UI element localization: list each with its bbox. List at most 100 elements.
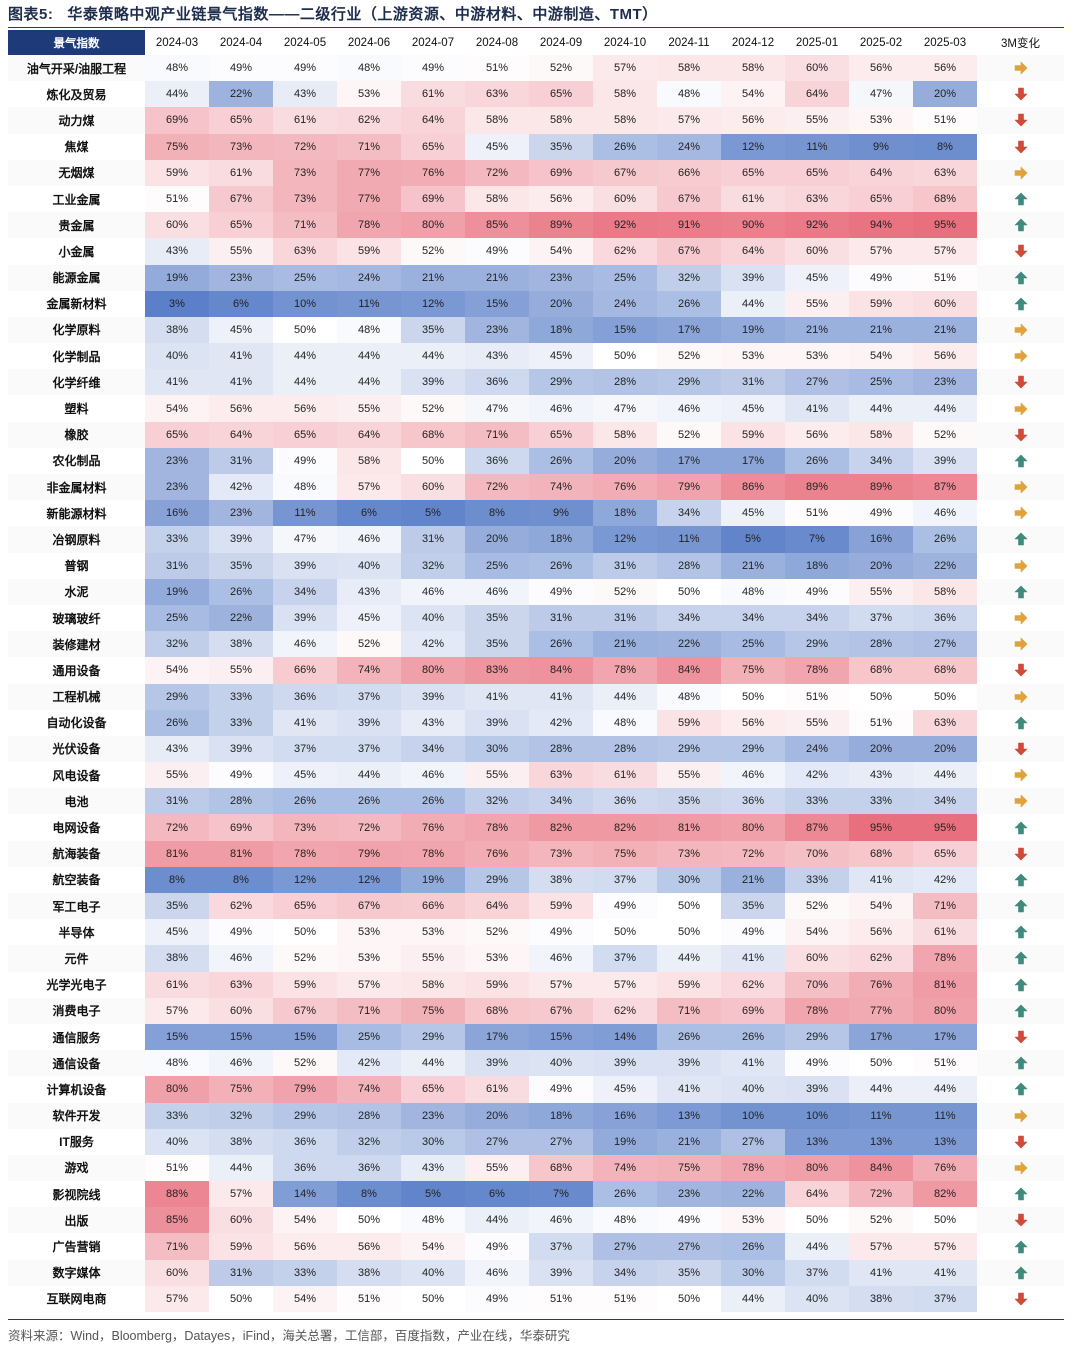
heat-cell: 48% bbox=[337, 316, 401, 344]
trend-cell bbox=[977, 212, 1064, 239]
heat-cell: 44% bbox=[913, 395, 977, 422]
heat-cell: 38% bbox=[209, 631, 273, 658]
arrow-down-icon bbox=[1014, 742, 1027, 756]
heat-cell: 66% bbox=[273, 657, 337, 684]
table-row: 通信设备 48% 46% 52% 42% 44% 39% 40% 39% 39% 41% 49% 50%… bbox=[8, 1050, 1064, 1077]
heat-cell: 68% bbox=[849, 657, 913, 684]
heat-cell: 49% bbox=[529, 578, 593, 605]
heat-cell: 49% bbox=[273, 447, 337, 474]
heat-cell: 72% bbox=[849, 1181, 913, 1208]
table-row: 炼化及贸易 44% 22% 43% 53% 61% 63% 65% 58% 48% 54% 64% 47… bbox=[8, 81, 1064, 108]
arrow-up-icon bbox=[1014, 1240, 1027, 1253]
heat-cell: 32% bbox=[401, 552, 465, 579]
heat-cell: 50% bbox=[401, 1285, 465, 1312]
heat-cell: 24% bbox=[337, 264, 401, 291]
heat-cell: 76% bbox=[465, 840, 529, 867]
heat-cell: 59% bbox=[465, 971, 529, 998]
table-row: IT服务 40% 38% 36% 32% 30% 27% 27% 19% 21% 27% 13% 13%… bbox=[8, 1128, 1064, 1155]
heat-cell: 39% bbox=[337, 709, 401, 736]
heat-cell: 54% bbox=[401, 1233, 465, 1260]
table-row: 出版 85% 60% 54% 50% 48% 44% 46% 48% 49% 53% 50% 52% 50… bbox=[8, 1207, 1064, 1234]
heat-cell: 50% bbox=[401, 447, 465, 474]
trend-cell bbox=[977, 159, 1064, 186]
arrow-right-icon bbox=[1014, 1109, 1027, 1122]
arrow-down-icon bbox=[1014, 87, 1027, 101]
heat-cell: 7% bbox=[785, 526, 849, 553]
arrow-up-icon bbox=[1014, 873, 1027, 887]
heat-cell: 9% bbox=[849, 133, 913, 160]
heat-cell: 46% bbox=[657, 395, 721, 422]
heat-cell: 21% bbox=[593, 631, 657, 658]
heat-cell: 57% bbox=[209, 1181, 273, 1208]
row-label: 出版 bbox=[8, 1207, 145, 1234]
heat-cell: 82% bbox=[913, 1181, 977, 1208]
heat-cell: 76% bbox=[849, 971, 913, 998]
heat-cell: 55% bbox=[209, 657, 273, 684]
heat-cell: 62% bbox=[593, 997, 657, 1024]
heat-cell: 46% bbox=[273, 631, 337, 658]
heat-cell: 27% bbox=[465, 1128, 529, 1155]
heat-cell: 61% bbox=[721, 185, 785, 213]
header-row: 景气指数 2024-03 2024-04 2024-05 2024-06 2024-07… bbox=[8, 30, 1064, 55]
heat-cell: 49% bbox=[209, 919, 273, 946]
heat-cell: 23% bbox=[913, 369, 977, 396]
heat-cell: 70% bbox=[785, 971, 849, 998]
heat-cell: 33% bbox=[785, 788, 849, 815]
heat-cell: 60% bbox=[145, 212, 209, 239]
heat-cell: 44% bbox=[401, 1050, 465, 1077]
heat-cell: 6% bbox=[209, 290, 273, 317]
heat-cell: 26% bbox=[913, 526, 977, 553]
heat-cell: 57% bbox=[145, 997, 209, 1024]
heat-cell: 59% bbox=[337, 238, 401, 265]
heat-cell: 53% bbox=[721, 1207, 785, 1234]
heat-cell: 56% bbox=[913, 55, 977, 82]
heat-cell: 46% bbox=[465, 1259, 529, 1286]
trend-cell bbox=[977, 1181, 1064, 1208]
heat-cell: 75% bbox=[593, 840, 657, 867]
heat-cell: 78% bbox=[273, 840, 337, 867]
heat-cell: 44% bbox=[337, 343, 401, 370]
month-header: 2024-05 bbox=[273, 30, 337, 55]
heat-cell: 33% bbox=[273, 1259, 337, 1286]
heat-cell: 78% bbox=[401, 840, 465, 867]
arrow-right-icon bbox=[1014, 637, 1027, 651]
heat-cell: 68% bbox=[849, 840, 913, 867]
heat-cell: 6% bbox=[337, 500, 401, 527]
arrow-down-icon bbox=[1014, 1135, 1027, 1149]
row-label: 电网设备 bbox=[8, 814, 145, 841]
heat-cell: 27% bbox=[529, 1128, 593, 1155]
heat-cell: 40% bbox=[401, 1259, 465, 1286]
heat-cell: 57% bbox=[849, 238, 913, 265]
month-header: 2024-04 bbox=[209, 30, 273, 55]
row-label: 农化制品 bbox=[8, 447, 145, 474]
heat-cell: 44% bbox=[337, 369, 401, 396]
table-row: 化学制品 40% 41% 44% 44% 44% 43% 45% 50% 52% 53% 53% 54%… bbox=[8, 343, 1064, 370]
heat-cell: 46% bbox=[401, 578, 465, 605]
heat-cell: 8% bbox=[145, 866, 209, 893]
trend-cell bbox=[977, 709, 1064, 736]
arrow-down-icon bbox=[1014, 664, 1027, 677]
heat-cell: 48% bbox=[657, 683, 721, 710]
heat-cell: 35% bbox=[529, 133, 593, 160]
row-label: 贵金属 bbox=[8, 212, 145, 239]
heat-cell: 9% bbox=[529, 500, 593, 527]
heat-cell: 27% bbox=[913, 631, 977, 658]
heat-cell: 29% bbox=[721, 735, 785, 763]
heat-cell: 43% bbox=[145, 238, 209, 265]
trend-cell bbox=[977, 238, 1064, 265]
table-row: 游戏 51% 44% 36% 36% 43% 55% 68% 74% 75% 78% 80% 84% 76… bbox=[8, 1154, 1064, 1182]
heat-cell: 71% bbox=[465, 421, 529, 448]
heat-cell: 44% bbox=[721, 290, 785, 317]
heat-cell: 62% bbox=[593, 238, 657, 265]
table-row: 能源金属 19% 23% 25% 24% 21% 21% 23% 25% 32% 39% 45% 49%… bbox=[8, 264, 1064, 291]
heat-cell: 80% bbox=[721, 814, 785, 841]
trend-cell bbox=[977, 474, 1064, 501]
row-label: 冶钢原料 bbox=[8, 526, 145, 553]
heat-cell: 28% bbox=[337, 1102, 401, 1129]
heat-cell: 40% bbox=[145, 1128, 209, 1155]
trend-cell bbox=[977, 1154, 1064, 1182]
heat-cell: 29% bbox=[273, 1102, 337, 1129]
row-label: 计算机设备 bbox=[8, 1076, 145, 1103]
heat-cell: 42% bbox=[337, 1050, 401, 1077]
heat-cell: 13% bbox=[849, 1128, 913, 1155]
